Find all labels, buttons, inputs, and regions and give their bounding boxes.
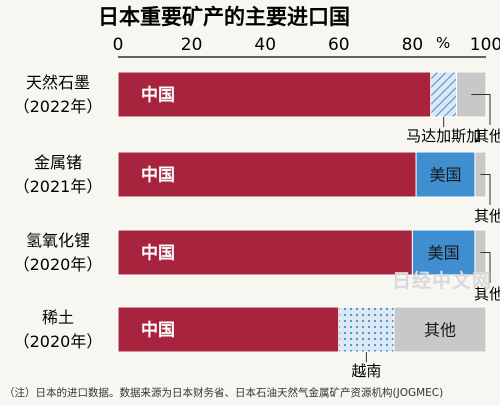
bar-segment — [338, 306, 395, 353]
segment-label: 美国 — [428, 244, 460, 263]
bar-segment — [411, 229, 476, 276]
bar-segment — [430, 71, 458, 118]
segment-callout-label: 其他 — [474, 285, 500, 303]
unit-label: % — [436, 34, 450, 52]
bar-segment — [393, 306, 487, 353]
segment-label: 其他 — [424, 321, 456, 340]
x-tick-label: 40 — [254, 35, 276, 55]
segment-callout-label: 其他 — [474, 207, 500, 225]
segment-callout-label: 越南 — [351, 362, 381, 380]
callout-line — [480, 174, 491, 205]
category-label: 金属锗 — [34, 153, 82, 172]
x-tick-label: 60 — [328, 35, 350, 55]
x-tick-label: 80 — [402, 35, 424, 55]
segment-callout-label: 其他 — [474, 127, 500, 145]
segment-label: 中国 — [141, 320, 175, 341]
bar-segment — [117, 306, 340, 353]
callout-line — [480, 252, 491, 283]
category-label: （2022年） — [14, 97, 103, 116]
x-tick-label: 20 — [181, 35, 203, 55]
bar-segment — [117, 71, 432, 118]
bar-segment — [117, 151, 417, 198]
category-label: 氢氧化锂 — [26, 231, 90, 250]
category-label: 天然石墨 — [26, 73, 90, 92]
segment-callout-label: 马达加斯加 — [406, 127, 481, 145]
category-label: （2020年） — [14, 332, 103, 351]
x-tick-label: 100 — [470, 35, 500, 55]
category-label: （2020年） — [14, 255, 103, 274]
callout-line — [471, 94, 491, 125]
segment-label: 中国 — [141, 85, 175, 106]
category-label: 稀土 — [42, 308, 74, 327]
chart-title: 日本重要矿产的主要进口国 — [98, 5, 350, 29]
x-tick-label: 0 — [113, 35, 124, 55]
bar-segment — [415, 151, 476, 198]
footnote: （注）日本的进口数据。数据来源为日本财务省、日本石油天然气金属矿产资源机构(JO… — [4, 386, 443, 399]
bar-segment — [117, 229, 413, 276]
category-label: （2021年） — [14, 177, 103, 196]
segment-label: 美国 — [430, 166, 462, 185]
segment-label: 中国 — [141, 243, 175, 264]
segment-label: 中国 — [141, 165, 175, 186]
watermark: 日经中文网 — [392, 269, 492, 292]
